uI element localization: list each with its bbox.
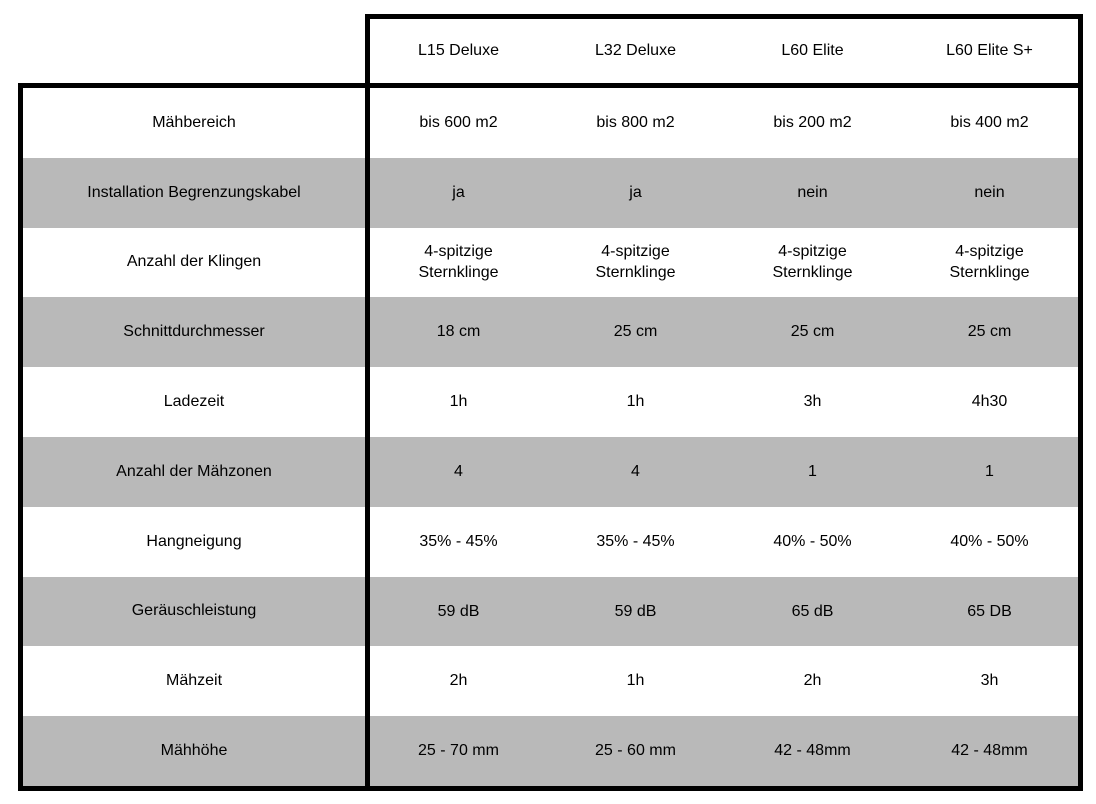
- row-label: Ladezeit: [23, 367, 370, 437]
- row-label: Mähzeit: [23, 646, 370, 717]
- spec-cell: 25 cm: [613, 323, 658, 341]
- spec-cell: ja: [629, 183, 642, 201]
- row-label: Anzahl der Klingen: [23, 227, 370, 298]
- spec-cell: 1: [808, 463, 817, 481]
- table-body: Mähbereich bis 600 m2 bis 800 m2 bis 200…: [18, 83, 1083, 791]
- table-row-anzahl-der-klingen: Anzahl der Klingen 4-spitzige Sternkling…: [23, 227, 1078, 298]
- spec-cell: 40% - 50%: [950, 532, 1029, 550]
- table-row-maehhoehe: Mähhöhe 25 - 70 mm 25 - 60 mm 42 - 48mm …: [23, 716, 1078, 786]
- spec-cell: 35% - 45%: [596, 532, 675, 550]
- spec-cell: 1h: [626, 393, 645, 411]
- spec-cell: bis 800 m2: [596, 114, 675, 132]
- spec-cell: 1h: [626, 672, 645, 690]
- spec-cell: 3h: [980, 672, 999, 690]
- spec-cell: 65 dB: [791, 602, 834, 620]
- spec-cell: 1: [985, 463, 994, 481]
- spec-cell: 25 cm: [790, 323, 835, 341]
- spec-cell: 4-spitzige Sternklinge: [595, 242, 676, 282]
- spec-cell: 1h: [449, 393, 468, 411]
- table-row-anzahl-der-maehzonen: Anzahl der Mähzonen 4 4 1 1: [23, 436, 1078, 507]
- table-row-schnittdurchmesser: Schnittdurchmesser 18 cm 25 cm 25 cm 25 …: [23, 297, 1078, 368]
- row-label: Anzahl der Mähzonen: [23, 436, 370, 507]
- spec-cell: 4-spitzige Sternklinge: [949, 242, 1030, 282]
- spec-cell: 4: [454, 463, 463, 481]
- table-row-geraeuschleistung: Geräuschleistung 59 dB 59 dB 65 dB 65 DB: [23, 576, 1078, 647]
- spec-cell: 40% - 50%: [773, 532, 852, 550]
- spec-cell: 4-spitzige Sternklinge: [418, 242, 499, 282]
- spec-cell: nein: [797, 183, 828, 201]
- spec-cell: 4-spitzige Sternklinge: [772, 242, 853, 282]
- spec-cell: 25 cm: [967, 323, 1012, 341]
- table-row-maehzeit: Mähzeit 2h 1h 2h 3h: [23, 646, 1078, 717]
- table-row-ladezeit: Ladezeit 1h 1h 3h 4h30: [23, 367, 1078, 437]
- spec-cell: ja: [452, 183, 465, 201]
- spec-cell: 35% - 45%: [419, 532, 498, 550]
- spec-cell: 4h30: [971, 393, 1008, 411]
- spec-cell: 2h: [803, 672, 822, 690]
- column-header-l15-deluxe: L15 Deluxe: [370, 19, 547, 83]
- row-label: Hangneigung: [23, 506, 370, 577]
- row-label: Geräuschleistung: [23, 576, 370, 647]
- spec-cell: bis 600 m2: [419, 114, 498, 132]
- spec-cell: 65 DB: [967, 602, 1012, 620]
- column-header-l32-deluxe: L32 Deluxe: [547, 19, 724, 83]
- spec-cell: 18 cm: [436, 323, 481, 341]
- spec-cell: nein: [974, 183, 1005, 201]
- table-header-row: L15 Deluxe L32 Deluxe L60 Elite L60 Elit…: [365, 14, 1083, 83]
- column-header-l60-elite-s-plus: L60 Elite S+: [901, 19, 1078, 83]
- row-label: Mähbereich: [23, 88, 370, 158]
- table-row-installation-begrenzungskabel: Installation Begrenzungskabel ja ja nein…: [23, 157, 1078, 228]
- spec-cell: 59 dB: [614, 602, 657, 620]
- spec-cell: bis 200 m2: [773, 114, 852, 132]
- column-header-l60-elite: L60 Elite: [724, 19, 901, 83]
- spec-cell: 3h: [803, 393, 822, 411]
- comparison-table: L15 Deluxe L32 Deluxe L60 Elite L60 Elit…: [18, 14, 1083, 791]
- spec-cell: 2h: [449, 672, 468, 690]
- spec-cell: 42 - 48mm: [951, 742, 1028, 760]
- spec-cell: 4: [631, 463, 640, 481]
- spec-cell: 59 dB: [437, 602, 480, 620]
- row-label: Mähhöhe: [23, 716, 370, 786]
- table-row-maehbereich: Mähbereich bis 600 m2 bis 800 m2 bis 200…: [23, 88, 1078, 158]
- spec-cell: 25 - 60 mm: [595, 742, 676, 760]
- row-label: Schnittdurchmesser: [23, 297, 370, 368]
- spec-cell: 42 - 48mm: [774, 742, 851, 760]
- row-label: Installation Begrenzungskabel: [23, 157, 370, 228]
- spec-cell: bis 400 m2: [950, 114, 1029, 132]
- spec-cell: 25 - 70 mm: [418, 742, 499, 760]
- table-row-hangneigung: Hangneigung 35% - 45% 35% - 45% 40% - 50…: [23, 506, 1078, 577]
